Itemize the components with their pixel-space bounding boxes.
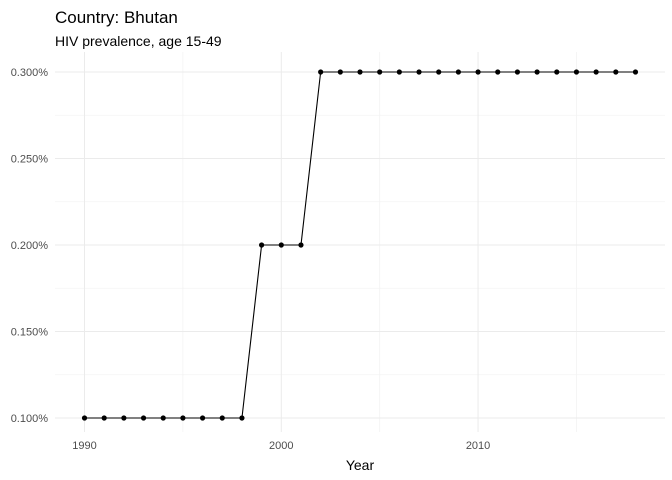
data-point xyxy=(377,69,383,75)
grid xyxy=(55,52,665,432)
data-point xyxy=(554,69,560,75)
y-tick-label: 0.100% xyxy=(11,413,49,425)
chart-title: Country: Bhutan xyxy=(55,8,178,27)
x-tick-label: 2010 xyxy=(466,440,490,452)
data-point xyxy=(140,415,147,421)
data-point xyxy=(81,415,88,421)
y-tick-label: 0.150% xyxy=(11,327,49,339)
data-point xyxy=(298,242,304,248)
data-point xyxy=(278,242,284,248)
data-points xyxy=(81,69,639,421)
data-point xyxy=(534,69,540,75)
data-point xyxy=(160,415,166,421)
data-point xyxy=(199,415,206,421)
data-point xyxy=(573,69,580,75)
data-point xyxy=(357,69,363,75)
data-point xyxy=(396,69,402,75)
data-point xyxy=(495,69,501,75)
data-point xyxy=(318,69,324,75)
data-point xyxy=(613,69,619,75)
data-point xyxy=(337,69,343,75)
data-point xyxy=(593,69,599,75)
data-point xyxy=(416,69,422,75)
x-axis-tick-labels: 1990 2000 2010 xyxy=(72,440,490,452)
x-tick-label: 1990 xyxy=(72,440,96,452)
data-point xyxy=(239,415,245,421)
y-tick-label: 0.250% xyxy=(11,154,49,166)
data-point xyxy=(101,415,107,421)
data-point xyxy=(475,69,481,75)
data-point xyxy=(436,69,442,75)
y-tick-label: 0.300% xyxy=(11,67,49,79)
data-point xyxy=(455,69,461,75)
chart-subtitle: HIV prevalence, age 15-49 xyxy=(55,33,222,49)
data-point xyxy=(514,69,521,75)
x-tick-label: 2000 xyxy=(269,440,293,452)
data-point xyxy=(180,415,186,421)
data-point xyxy=(219,415,225,421)
data-point xyxy=(121,415,127,421)
x-axis-title: Year xyxy=(346,457,375,473)
y-axis-tick-labels: 0.100% 0.150% 0.200% 0.250% 0.300% xyxy=(11,67,49,425)
y-tick-label: 0.200% xyxy=(11,240,49,252)
data-point xyxy=(632,69,639,75)
data-point xyxy=(259,242,265,248)
